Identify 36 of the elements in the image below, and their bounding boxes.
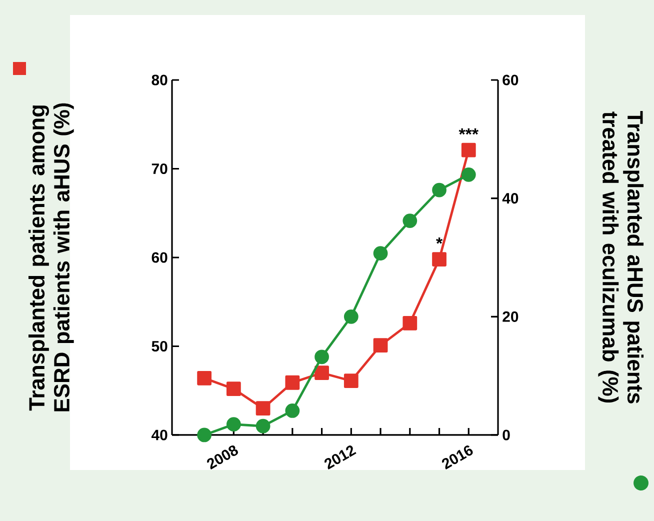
point [461,142,476,158]
point [226,382,241,396]
y-tick-label: 60 [152,252,168,263]
x-tick-label: 2008 [207,445,238,470]
y-tick-label: 40 [151,430,168,440]
y-tick-label: 80 [152,74,168,86]
point [314,350,329,364]
y-tick-label: 70 [152,163,168,174]
y2-axis-title: Transplanted aHUS patients treated with eculizumab (%) [598,110,644,404]
point [285,375,300,390]
y2-tick-label: 40 [502,193,518,204]
y2-tick-label: 0 [502,430,510,440]
point [256,401,270,416]
point [344,309,358,324]
point [461,167,476,182]
y2-tick-label: 60 [502,74,518,86]
point [373,246,388,261]
point [314,366,329,380]
point [197,370,212,386]
point [226,417,241,432]
point [432,252,446,266]
annotation: * [436,237,443,244]
point [197,428,212,442]
y-tick-label: 50 [152,340,168,352]
point [402,214,418,228]
point [402,316,418,330]
point [432,182,446,198]
x-tick-label: 2012 [324,446,356,470]
point [344,374,358,388]
point [256,418,270,434]
point [285,404,300,418]
x-tick-label: 2016 [442,446,473,470]
y2-tick-label: 20 [502,311,518,322]
annotation: *** [458,128,479,135]
y-axis-title: Transplanted patients among ESRD patients with aHUS (%) [28,103,74,412]
point [373,338,388,353]
